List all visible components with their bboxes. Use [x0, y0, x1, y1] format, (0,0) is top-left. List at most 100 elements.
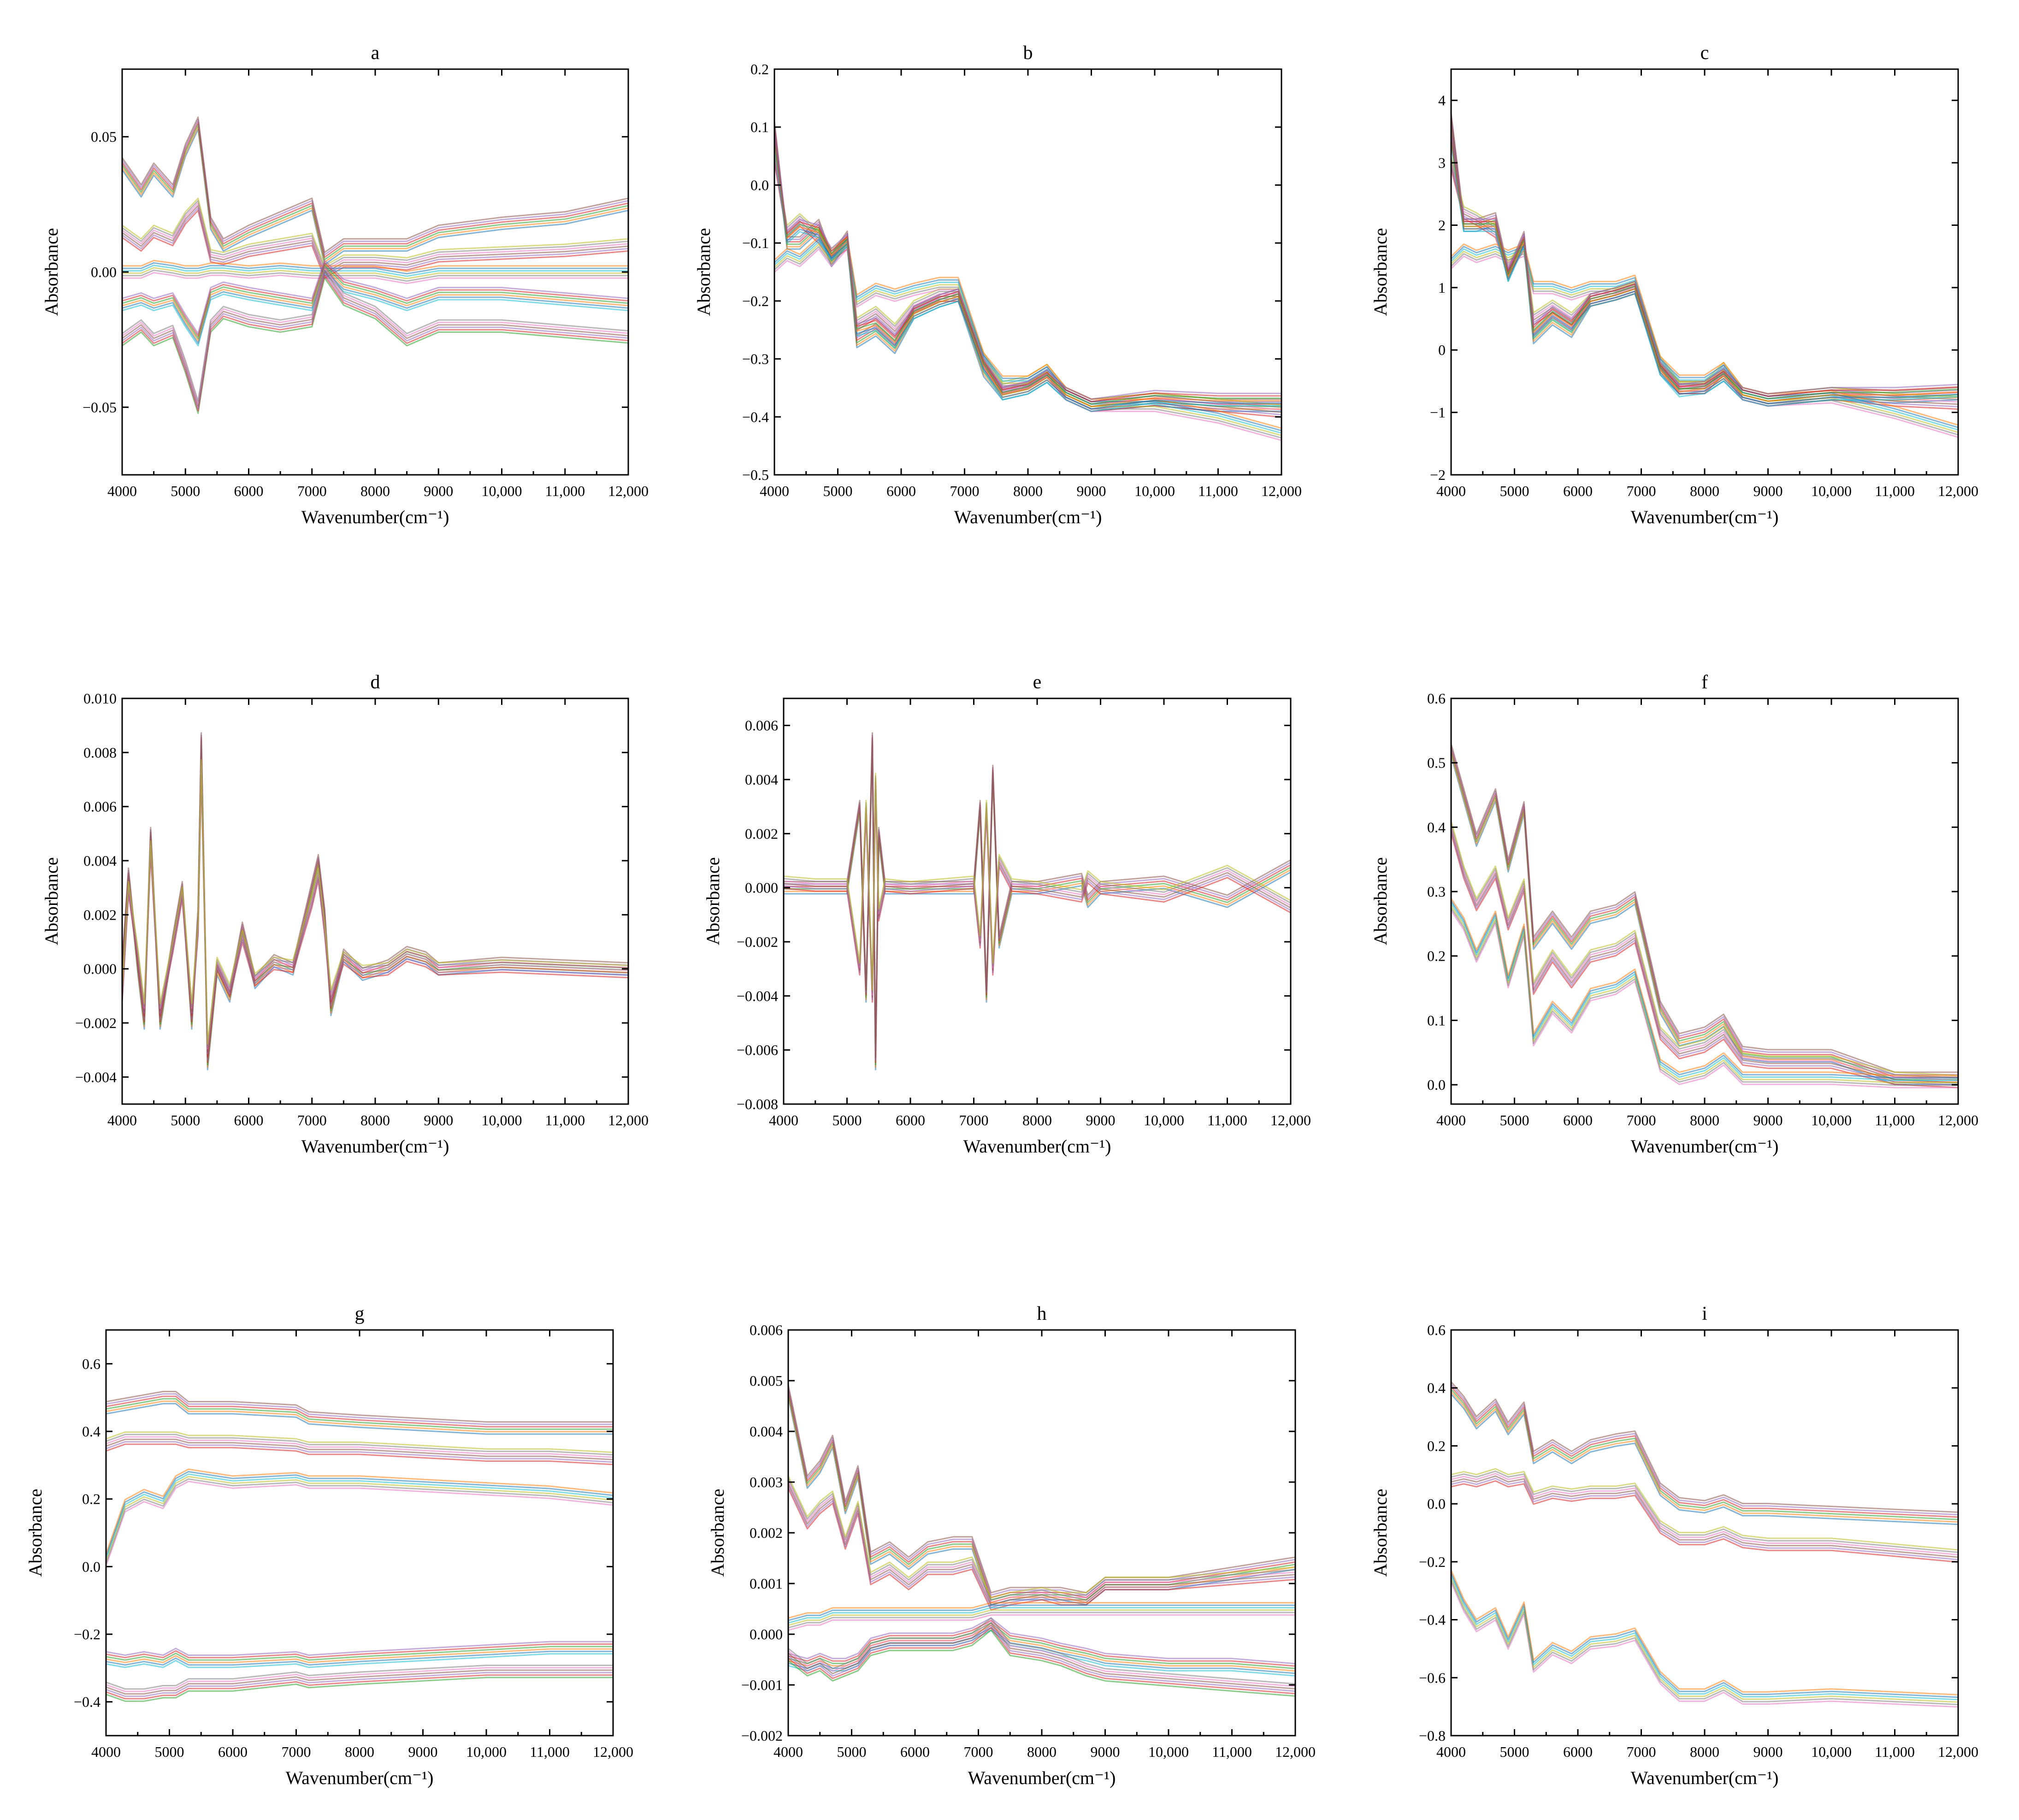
series-line-a-1-0 [122, 210, 628, 279]
y-tick-label-d-2: 0.000 [83, 961, 117, 977]
series-line-i-0-5 [1451, 1381, 1958, 1513]
x-tick-label-f-8: 12,000 [1938, 1112, 1978, 1129]
y-axis-label-h: Absorbance [707, 1489, 728, 1577]
y-tick-label-b-7: 0.2 [750, 61, 769, 77]
panel-title-g: g [355, 1303, 365, 1324]
series-line-g-4-1 [106, 1674, 613, 1700]
x-tick-label-c-8: 12,000 [1938, 483, 1978, 499]
y-tick-label-b-0: −0.5 [742, 467, 769, 483]
series-line-b-3-4 [774, 135, 1281, 402]
x-tick-label-i-3: 7000 [1627, 1743, 1656, 1760]
y-tick-label-h-8: 0.006 [750, 1322, 783, 1338]
series-line-a-2-2 [122, 267, 628, 279]
series-line-a-3-3 [122, 265, 628, 339]
y-tick-label-e-1: −0.006 [737, 1042, 778, 1058]
x-tick-label-c-5: 9000 [1753, 483, 1783, 499]
y-tick-label-b-6: 0.1 [750, 119, 769, 136]
x-tick-label-g-8: 12,000 [593, 1743, 633, 1760]
y-tick-label-h-7: 0.005 [750, 1372, 783, 1389]
series-line-h-3-5 [788, 1617, 1295, 1665]
x-tick-label-f-4: 8000 [1690, 1112, 1719, 1129]
x-tick-label-i-2: 6000 [1563, 1743, 1593, 1760]
panel-title-c: c [1700, 42, 1709, 64]
x-tick-label-f-3: 7000 [1627, 1112, 1656, 1129]
series-line-f-0-5 [1451, 744, 1958, 1073]
x-tick-label-e-6: 10,000 [1144, 1112, 1184, 1129]
y-tick-label-e-4: 0.000 [745, 880, 778, 896]
series-group-i [1451, 1381, 1958, 1708]
panel-title-d: d [371, 672, 380, 693]
series-line-c-3-5 [1451, 131, 1958, 395]
y-tick-label-h-1: −0.001 [741, 1677, 783, 1693]
series-line-f-2-0 [1451, 910, 1958, 1088]
y-tick-label-i-3: −0.2 [1419, 1554, 1446, 1570]
y-tick-label-a-2: 0.05 [91, 129, 117, 145]
panel-title-i: i [1702, 1303, 1707, 1324]
x-tick-label-a-6: 10,000 [482, 483, 522, 499]
y-tick-label-d-5: 0.006 [83, 798, 117, 815]
series-line-a-4-2 [122, 272, 628, 409]
series-line-d-1-4 [122, 762, 628, 1047]
series-line-g-2-2 [106, 1476, 613, 1561]
series-line-g-3-4 [106, 1643, 613, 1659]
chart-panel-f: 4000 5000 6000 7000 8000 9000 10,000 11,000 12,0… [1370, 672, 1978, 1157]
series-line-g-4-4 [106, 1667, 613, 1692]
chart-panel-i: 4000 5000 6000 7000 8000 9000 10,000 11,000 12,0… [1370, 1303, 1978, 1788]
y-axis-label-g: Absorbance [25, 1489, 46, 1577]
series-line-f-2-5 [1451, 898, 1958, 1076]
series-line-i-1-5 [1451, 1468, 1958, 1551]
series-line-e-0-1 [784, 742, 1291, 1068]
x-tick-label-d-3: 7000 [297, 1112, 327, 1129]
series-line-g-3-5 [106, 1641, 613, 1656]
chart-panel-a: 4000 5000 6000 7000 8000 9000 10,000 11,000 12,0… [41, 42, 649, 527]
series-line-i-0-3 [1451, 1386, 1958, 1518]
series-line-d-1-2 [122, 766, 628, 1052]
series-line-h-0-4 [788, 1387, 1295, 1596]
y-tick-label-a-0: −0.05 [83, 399, 117, 415]
x-tick-label-c-4: 8000 [1690, 483, 1719, 499]
series-line-e-0-0 [784, 744, 1291, 1070]
series-group-d [122, 732, 628, 1070]
y-tick-label-i-6: 0.4 [1427, 1380, 1446, 1396]
x-tick-label-e-7: 11,000 [1207, 1112, 1247, 1129]
series-line-a-1-3 [122, 202, 628, 272]
y-tick-label-d-1: −0.002 [75, 1015, 117, 1031]
y-tick-label-g-3: 0.2 [82, 1491, 100, 1507]
series-line-g-0-5 [106, 1391, 613, 1423]
series-line-a-0-0 [122, 129, 628, 266]
x-tick-label-f-1: 5000 [1500, 1112, 1529, 1129]
series-line-a-3-2 [122, 267, 628, 342]
series-line-g-3-2 [106, 1648, 613, 1663]
y-tick-label-i-7: 0.6 [1427, 1322, 1446, 1338]
y-tick-label-g-1: −0.2 [74, 1626, 100, 1643]
y-tick-label-f-4: 0.4 [1427, 819, 1446, 835]
series-line-g-1-0 [106, 1443, 613, 1465]
x-tick-label-a-2: 6000 [234, 483, 264, 499]
x-tick-label-f-5: 9000 [1753, 1112, 1783, 1129]
series-line-a-3-5 [122, 260, 628, 334]
x-tick-label-a-5: 9000 [424, 483, 453, 499]
y-tick-label-c-3: 1 [1438, 279, 1446, 296]
x-tick-label-b-0: 4000 [760, 483, 789, 499]
series-line-i-2-4 [1451, 1572, 1958, 1698]
series-line-i-0-0 [1451, 1393, 1958, 1525]
y-tick-label-b-1: −0.4 [742, 408, 769, 425]
y-tick-label-d-0: −0.004 [75, 1069, 117, 1085]
y-tick-label-h-6: 0.004 [750, 1423, 783, 1440]
y-tick-label-h-3: 0.001 [750, 1575, 783, 1592]
series-line-a-2-3 [122, 265, 628, 277]
series-line-b-3-0 [774, 144, 1281, 412]
x-tick-label-g-4: 8000 [345, 1743, 374, 1760]
series-line-g-0-3 [106, 1395, 613, 1428]
series-line-g-2-1 [106, 1478, 613, 1564]
x-tick-label-c-7: 11,000 [1875, 483, 1915, 499]
series-line-a-0-3 [122, 121, 628, 258]
series-line-h-2-2 [788, 1609, 1295, 1626]
series-line-g-3-0 [106, 1653, 613, 1668]
series-line-a-3-0 [122, 272, 628, 347]
y-tick-label-i-4: 0.0 [1427, 1495, 1446, 1512]
series-line-e-0-2 [784, 739, 1291, 1066]
series-line-h-0-5 [788, 1384, 1295, 1594]
series-line-h-2-1 [788, 1612, 1295, 1629]
y-tick-label-d-7: 0.010 [83, 690, 117, 707]
